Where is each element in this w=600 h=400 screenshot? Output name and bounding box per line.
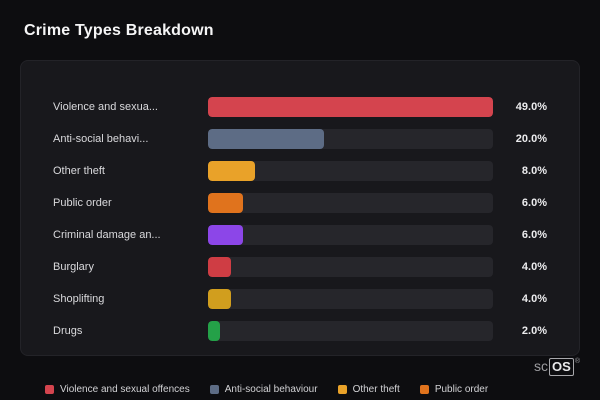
legend-label: Violence and sexual offences <box>60 384 190 395</box>
legend-item[interactable]: Anti-social behaviour <box>209 384 318 395</box>
category-label: Other theft <box>53 165 105 177</box>
value-label: 4.0% <box>521 293 547 305</box>
bar-row: Burglary 4.0% <box>53 251 547 283</box>
brand-box: OS <box>549 358 574 376</box>
value-label: 8.0% <box>521 165 547 177</box>
legend-label: Public order <box>434 384 489 395</box>
value-label: 20.0% <box>515 133 547 145</box>
bar-track <box>208 257 493 277</box>
bar-row: Violence and sexua... 49.0% <box>53 91 547 123</box>
category-label: Burglary <box>53 261 94 273</box>
bar-track <box>208 289 493 309</box>
registered-icon: ® <box>574 358 580 365</box>
category-label: Shoplifting <box>53 293 105 305</box>
bar-segment[interactable] <box>208 257 232 277</box>
legend-swatch-icon <box>209 385 219 394</box>
brand-prefix: sc <box>534 358 549 374</box>
bar-track <box>208 225 493 245</box>
category-label: Drugs <box>53 325 83 337</box>
category-label: Violence and sexua... <box>53 101 158 113</box>
bar-track <box>208 161 493 181</box>
page-title: Crime Types Breakdown <box>24 22 214 39</box>
legend-label: Anti-social behaviour <box>224 384 318 395</box>
legend-item[interactable]: Public order <box>419 384 489 395</box>
bar-track <box>208 321 493 341</box>
bar-row: Public order 6.0% <box>53 187 547 219</box>
value-label: 2.0% <box>521 325 547 337</box>
bar-segment[interactable] <box>208 193 243 213</box>
bar-rows: Violence and sexua... 49.0% Anti-social … <box>53 91 547 347</box>
legend-swatch-icon <box>419 385 429 394</box>
chart-card: Violence and sexua... 49.0% Anti-social … <box>20 60 580 356</box>
bar-track <box>208 129 493 149</box>
value-label: 6.0% <box>521 197 547 209</box>
value-label: 4.0% <box>521 261 547 273</box>
legend-item[interactable]: Violence and sexual offences <box>45 384 190 395</box>
bar-track <box>208 193 493 213</box>
legend-label: Other theft <box>352 384 400 395</box>
category-label: Anti-social behavi... <box>53 133 149 145</box>
bar-segment[interactable] <box>208 225 243 245</box>
bar-segment[interactable] <box>208 321 220 341</box>
brand-logo: sc OS ® <box>534 358 580 376</box>
legend-item[interactable]: Other theft <box>337 384 400 395</box>
value-label: 49.0% <box>515 101 547 113</box>
value-label: 6.0% <box>521 229 547 241</box>
legend-swatch-icon <box>45 385 54 394</box>
bar-row: Shoplifting 4.0% <box>53 283 547 315</box>
bar-row: Anti-social behavi... 20.0% <box>53 123 547 155</box>
category-label: Public order <box>53 197 112 209</box>
category-label: Criminal damage an... <box>53 229 161 241</box>
chart-legend: Violence and sexual offences Anti-social… <box>45 384 488 395</box>
bar-track <box>208 97 493 117</box>
bar-row: Criminal damage an... 6.0% <box>53 219 547 251</box>
bar-segment[interactable] <box>208 97 493 117</box>
bar-segment[interactable] <box>208 161 255 181</box>
bar-segment[interactable] <box>208 289 232 309</box>
legend-swatch-icon <box>337 385 347 394</box>
bar-row: Drugs 2.0% <box>53 315 547 347</box>
bar-row: Other theft 8.0% <box>53 155 547 187</box>
bar-segment[interactable] <box>208 129 325 149</box>
